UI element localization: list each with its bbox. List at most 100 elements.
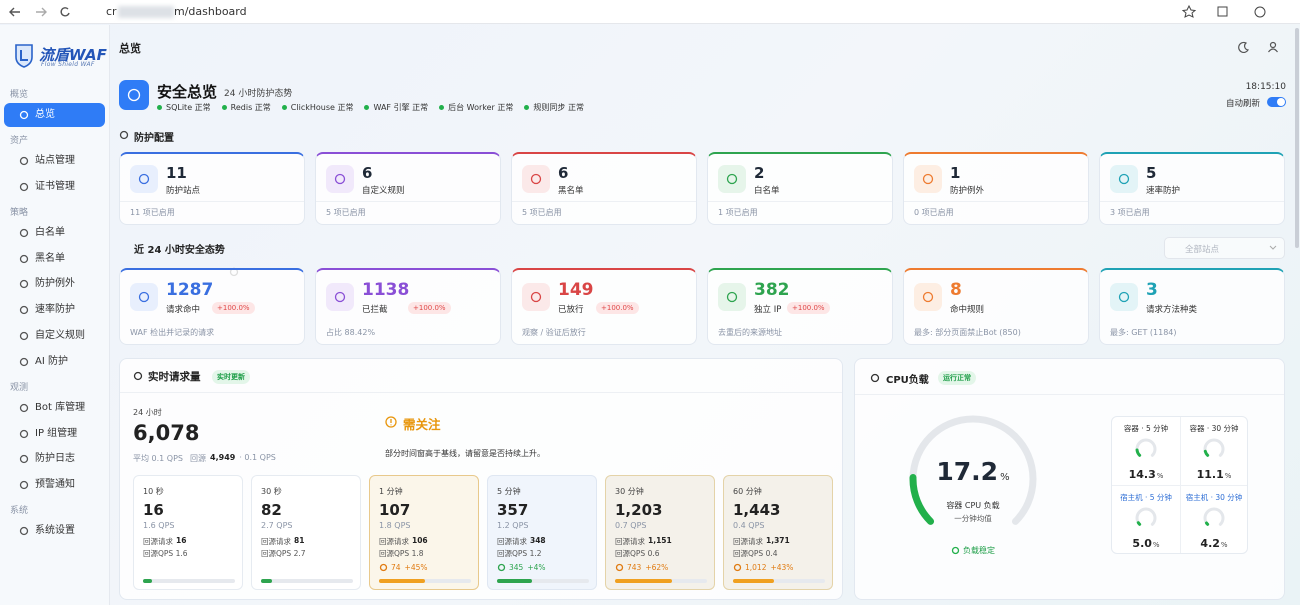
nav-item[interactable]: 速率防护 — [4, 298, 105, 322]
gauge-label: 宿主机 · 30 分钟 — [1185, 493, 1243, 502]
origin-value: 1,151 — [648, 536, 672, 545]
stat-value: 149 — [558, 280, 594, 300]
nav-item[interactable]: 站点管理 — [4, 149, 105, 173]
window-origin-qps: 回源QPS 1.2 — [497, 549, 542, 558]
stat-value: 1287 — [166, 280, 214, 300]
nav-group-title: 概览 — [10, 90, 29, 100]
nav-item[interactable]: IP 组管理 — [4, 422, 105, 446]
icon — [119, 130, 129, 140]
change: +43% — [770, 563, 794, 572]
config-card: 5 速率防护 3 项已启用 — [1099, 152, 1285, 225]
browser-actions[interactable] — [1180, 0, 1270, 24]
nav-item-label: 站点管理 — [35, 155, 75, 166]
nav-item[interactable]: 黑名单 — [4, 247, 105, 271]
window-label: 30 分钟 — [615, 487, 644, 496]
icon-shape — [951, 546, 960, 555]
config-value: 2 — [754, 164, 765, 182]
site-filter[interactable]: 全部站点 — [1164, 237, 1285, 259]
icon-box — [522, 165, 550, 193]
nav-item[interactable]: AI 防护 — [4, 350, 105, 374]
period-label: 24 小时 — [133, 408, 162, 417]
window-origin: 回源请求 1,371 — [733, 536, 790, 547]
theme-toggle[interactable] — [1238, 41, 1250, 53]
icon-shape — [19, 357, 29, 366]
gauge-track — [1203, 507, 1225, 526]
gauge-track — [1135, 507, 1157, 526]
divider — [1100, 201, 1284, 202]
nav-item[interactable]: 系统设置 — [4, 519, 105, 543]
icon-box — [1110, 165, 1138, 193]
mini-gauge — [1203, 438, 1225, 457]
icon-shape — [1269, 41, 1277, 49]
divider — [904, 201, 1088, 202]
icon — [870, 373, 880, 383]
nav-item[interactable]: 白名单 — [4, 221, 105, 245]
icon-shape — [127, 88, 141, 102]
alert-text: 部分时间窗高于基线，请留意是否持续上升。 — [385, 449, 545, 458]
icon — [127, 88, 141, 102]
icon-shape — [19, 455, 29, 464]
config-card: 6 自定义规则 5 项已启用 — [315, 152, 501, 225]
gauge-number: 5.0 — [1132, 537, 1152, 550]
stat-label: 请求命中 — [166, 305, 201, 315]
icon-shape — [19, 156, 29, 166]
url-blur — [118, 6, 174, 18]
progress-fill — [379, 579, 425, 583]
status-dot — [524, 105, 530, 110]
window-value: 82 — [261, 501, 282, 519]
icon — [1118, 173, 1130, 185]
clock: 18:15:10 — [1245, 82, 1286, 92]
stat-value: 382 — [754, 280, 790, 300]
logo-icon — [15, 44, 33, 68]
origin-label: 回源请求 — [497, 537, 527, 546]
browser-nav[interactable] — [6, 0, 86, 24]
url-end[interactable]: m/dashboard — [174, 5, 247, 18]
stat-card: 382 独立 IP +100.0% 去重后的来源地址 — [707, 268, 893, 345]
nav-item[interactable]: 自定义规则 — [4, 324, 105, 348]
nav-item-label: 防护例外 — [35, 278, 75, 290]
icon-box — [914, 283, 942, 311]
icon-shape — [19, 280, 29, 289]
progress-fill — [615, 579, 673, 583]
realtime-panel: 实时请求量 实时更新 24 小时 6,078 平均 0.1 QPS 回源 4,949 · 0.… — [119, 358, 843, 600]
window-origin: 回源请求 106 — [379, 536, 428, 547]
period-detail: 平均 0.1 QPS 回源 4,949 · 0.1 QPS — [133, 453, 276, 464]
baseline: 1,012 — [745, 563, 767, 572]
baseline: 743 — [627, 563, 642, 572]
change: +45% — [404, 563, 428, 572]
nav-item[interactable]: 防护日志 — [4, 447, 105, 471]
user-menu[interactable] — [1267, 41, 1279, 53]
config-card: 11 防护站点 11 项已启用 — [119, 152, 305, 225]
nav-item-label: 总览 — [35, 109, 55, 120]
nav-item[interactable]: 总览 — [4, 103, 105, 127]
icon — [19, 228, 29, 237]
progress-fill — [733, 579, 775, 583]
status-item: Redis 正常 — [221, 102, 271, 113]
gauge-unit: % — [1152, 541, 1160, 549]
window-delta: 74 +45% — [391, 563, 428, 572]
cpu-status: 负载稳定 — [963, 546, 995, 555]
stat-footer: 去重后的来源地址 — [718, 328, 782, 337]
config-value: 6 — [558, 164, 569, 182]
nav-item[interactable]: Bot 库管理 — [4, 396, 105, 420]
auto-refresh-toggle[interactable] — [1267, 97, 1286, 107]
nav-item[interactable]: 证书管理 — [4, 175, 105, 199]
status-dot — [364, 105, 370, 110]
window-delta: 345 +4% — [509, 563, 546, 572]
alert-icon — [385, 416, 397, 428]
nav-item[interactable]: 防护例外 — [4, 272, 105, 296]
gauge-label: 宿主机 · 5 分钟 — [1120, 493, 1172, 502]
icon — [19, 280, 29, 289]
window-qps: 1.2 QPS — [497, 521, 529, 530]
gauge-label: 容器 · 5 分钟 — [1123, 424, 1169, 433]
window-card: 10 秒 16 1.6 QPS 回源请求 16 回源QPS 1.6 — [133, 475, 243, 590]
icon-shape — [19, 182, 29, 191]
icon-shape — [19, 306, 29, 315]
config-value: 1 — [950, 164, 961, 182]
nav-item-label: IP 组管理 — [35, 427, 78, 439]
url-start[interactable]: cr — [106, 5, 117, 18]
nav-item[interactable]: 预警通知 — [4, 473, 105, 497]
overview-icon — [119, 80, 149, 110]
alert-title: 需关注 — [403, 417, 441, 432]
stat-badge: +100.0% — [787, 302, 830, 314]
